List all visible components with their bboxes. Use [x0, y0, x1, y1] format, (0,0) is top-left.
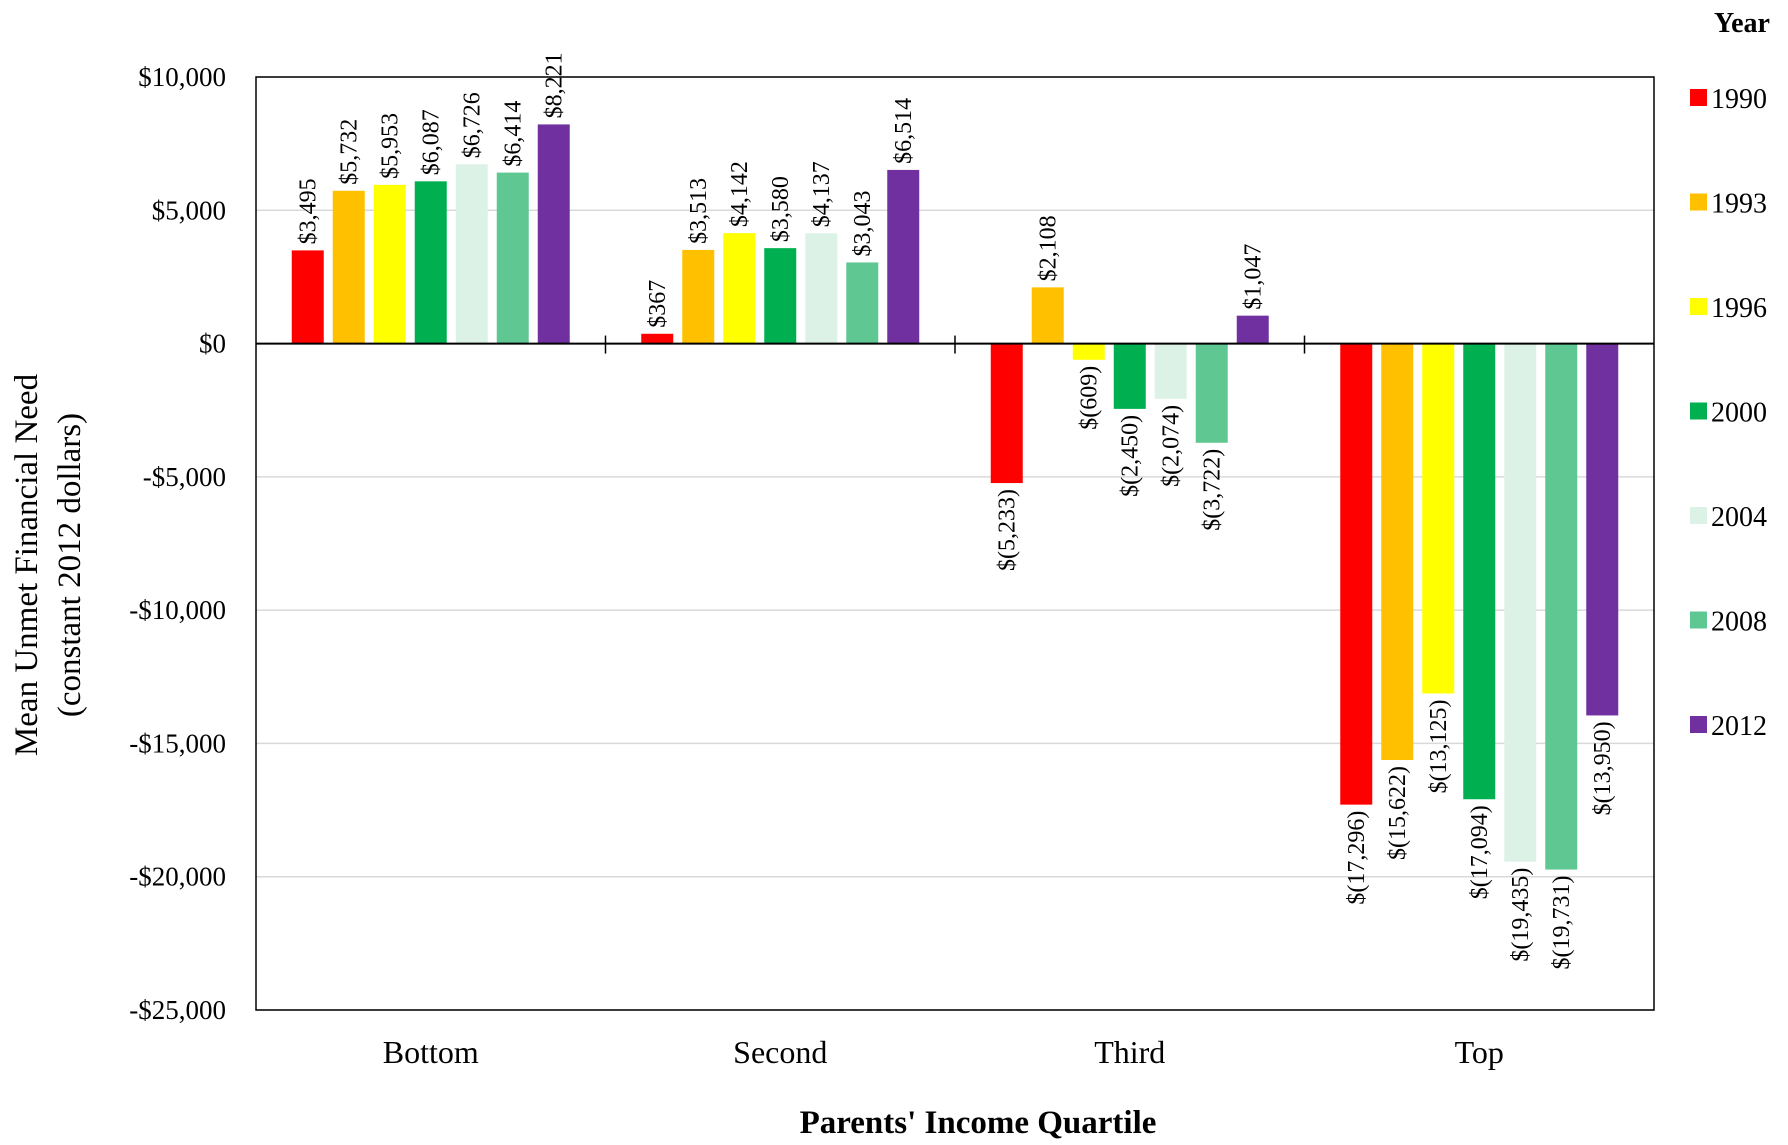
data-label: $3,580	[768, 176, 794, 242]
plot-border	[255, 76, 1655, 1011]
data-label: $(3,722)	[1200, 449, 1226, 531]
legend-label: 1993	[1711, 189, 1767, 220]
data-label: $(15,622)	[1385, 766, 1411, 860]
bar	[990, 343, 1023, 484]
axes	[255, 76, 1655, 1011]
data-label: $4,142	[727, 161, 753, 227]
x-category-labels: Bottom Second Third Top	[383, 1034, 1504, 1070]
legend-label: 2008	[1711, 607, 1767, 638]
bar	[1031, 287, 1064, 344]
bar	[887, 169, 920, 344]
data-label: $8,221	[542, 52, 568, 118]
bar	[1381, 343, 1414, 761]
bar	[1504, 343, 1537, 862]
y-axis-subtitle: (constant 2012 dollars)	[52, 413, 88, 717]
data-label: $6,514	[891, 98, 917, 164]
y-tick-label: $0	[199, 329, 226, 359]
data-label: $6,414	[501, 101, 527, 167]
bar	[764, 248, 797, 344]
data-label: $5,953	[378, 113, 404, 179]
bar	[641, 333, 674, 344]
legend-label: 2012	[1711, 711, 1767, 742]
legend-label: 1990	[1711, 84, 1767, 115]
data-label: $4,137	[809, 161, 835, 227]
data-label: $(5,233)	[995, 489, 1021, 571]
x-axis-title: Parents' Income Quartile	[800, 1105, 1157, 1141]
data-label: $1,047	[1241, 244, 1267, 310]
y-tick-label: -$10,000	[129, 595, 226, 625]
bar	[846, 262, 879, 344]
legend-swatch	[1690, 89, 1707, 106]
bar	[1545, 343, 1578, 870]
bar	[291, 250, 324, 344]
bar	[1154, 343, 1187, 399]
data-label: $(2,074)	[1159, 405, 1185, 487]
y-tick-label: -$5,000	[143, 462, 226, 492]
legend-swatch	[1690, 402, 1707, 420]
bar	[1463, 343, 1496, 800]
bar	[723, 233, 756, 344]
y-tick-label: $5,000	[152, 195, 226, 225]
bar	[805, 233, 838, 344]
y-tick-label: -$20,000	[129, 862, 226, 892]
bar	[1113, 343, 1146, 409]
legend-swatch	[1690, 507, 1707, 524]
bars	[291, 124, 1619, 870]
legend-swatch	[1690, 298, 1707, 315]
bar	[1236, 315, 1269, 344]
bar	[1422, 343, 1455, 694]
data-label: $3,495	[296, 178, 322, 244]
legend-label: 2000	[1711, 398, 1767, 429]
bar	[537, 124, 570, 344]
data-label: $(13,125)	[1426, 699, 1452, 793]
x-category-label: Second	[733, 1034, 827, 1070]
legend: 1990 1993 1996 2000 2004 2008 2012	[1690, 84, 1767, 742]
x-category-label: Third	[1094, 1034, 1165, 1070]
data-label: $(19,435)	[1508, 868, 1534, 962]
legend-swatch	[1690, 611, 1707, 629]
bar	[1586, 343, 1619, 716]
data-label: $2,108	[1036, 215, 1062, 281]
data-label: $(19,731)	[1549, 876, 1575, 970]
data-label: $3,513	[686, 178, 712, 244]
y-tick-label: $10,000	[138, 62, 226, 92]
data-label: $(609)	[1077, 366, 1103, 430]
bar	[414, 181, 447, 344]
bar	[496, 172, 529, 344]
y-tick-label: -$25,000	[129, 995, 226, 1025]
bar	[1195, 343, 1228, 443]
data-label: $6,087	[419, 109, 445, 175]
data-label: $(2,450)	[1118, 415, 1144, 497]
legend-label: 2004	[1711, 502, 1767, 533]
x-category-label: Bottom	[383, 1034, 479, 1070]
legend-swatch	[1690, 193, 1707, 211]
x-category-label: Top	[1455, 1034, 1504, 1070]
data-label: $6,726	[460, 92, 486, 158]
y-tick-label: -$15,000	[129, 728, 226, 758]
data-label: $(13,950)	[1590, 721, 1616, 815]
legend-label: 1996	[1711, 293, 1767, 324]
y-tick-labels: $10,000 $5,000 $0 -$5,000 -$10,000 -$15,000 -$…	[129, 62, 226, 1025]
bar	[332, 190, 365, 344]
legend-title: Year	[1714, 8, 1770, 39]
data-label: $367	[645, 280, 671, 328]
data-label: $3,043	[850, 190, 876, 256]
data-label: $5,732	[337, 119, 363, 185]
data-labels: $3,495 $367 $(5,233) $(17,296) $5,732 $3,513 $…	[296, 52, 1617, 969]
data-label: $(17,296)	[1344, 811, 1370, 905]
legend-swatch	[1690, 716, 1707, 733]
bar	[682, 249, 715, 344]
bar	[1340, 343, 1373, 805]
bar	[1072, 343, 1105, 360]
data-label: $(17,094)	[1467, 805, 1493, 899]
bar	[373, 184, 406, 344]
bar	[455, 164, 488, 344]
y-axis-title: Mean Unmet Financial Need	[9, 373, 45, 756]
